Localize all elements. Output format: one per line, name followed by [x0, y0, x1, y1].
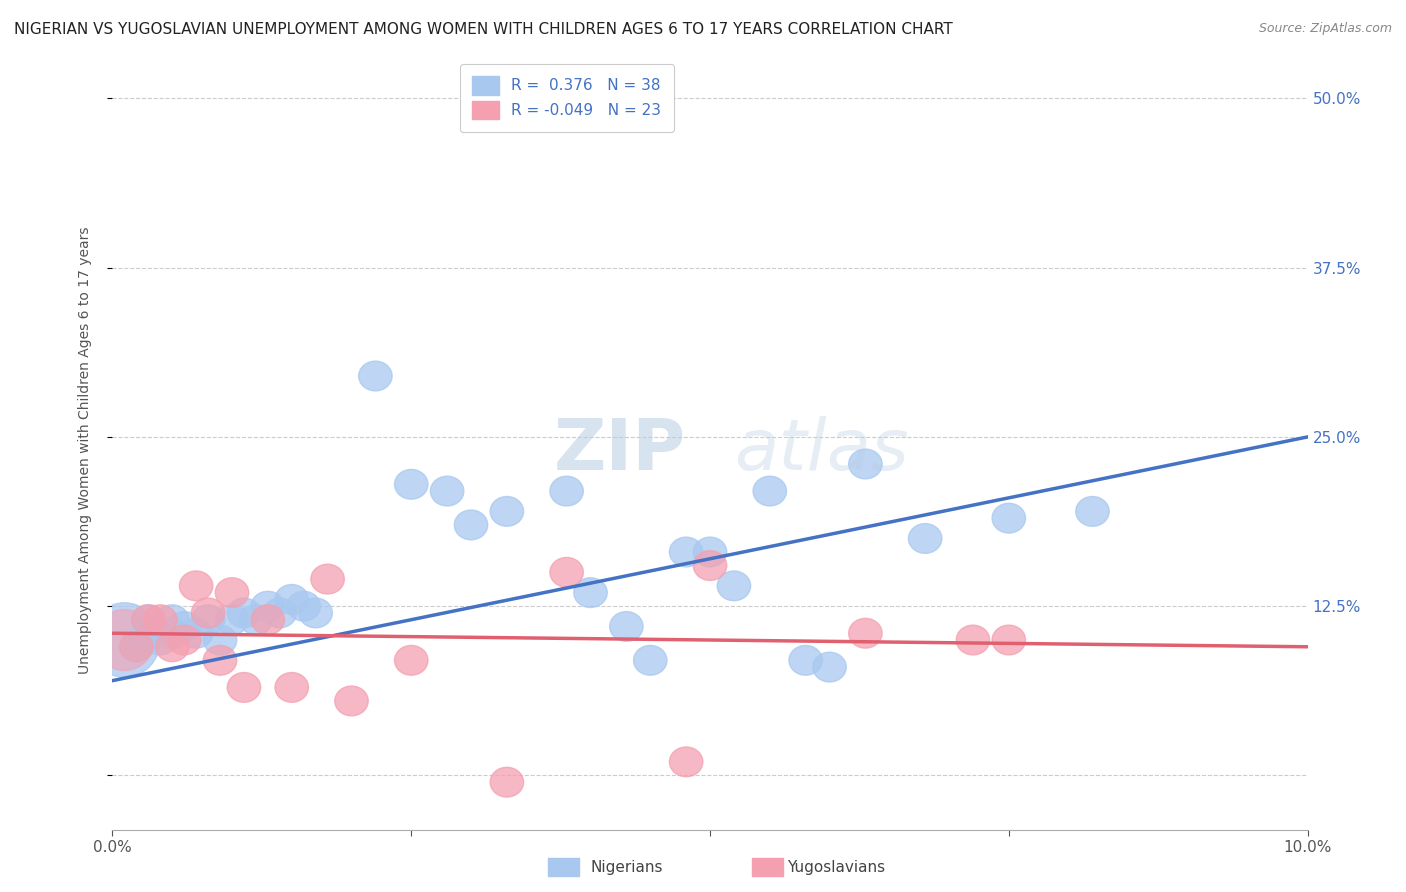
Ellipse shape: [395, 646, 427, 675]
Y-axis label: Unemployment Among Women with Children Ages 6 to 17 years: Unemployment Among Women with Children A…: [77, 227, 91, 674]
Ellipse shape: [789, 646, 823, 675]
Ellipse shape: [359, 361, 392, 391]
Ellipse shape: [693, 537, 727, 567]
Ellipse shape: [430, 476, 464, 506]
Ellipse shape: [228, 673, 260, 702]
Text: Source: ZipAtlas.com: Source: ZipAtlas.com: [1258, 22, 1392, 36]
Ellipse shape: [132, 605, 165, 634]
Ellipse shape: [239, 605, 273, 634]
Ellipse shape: [167, 612, 201, 641]
Ellipse shape: [204, 625, 236, 655]
Ellipse shape: [156, 632, 188, 662]
Ellipse shape: [191, 605, 225, 634]
Ellipse shape: [574, 578, 607, 607]
Ellipse shape: [180, 618, 212, 648]
Text: NIGERIAN VS YUGOSLAVIAN UNEMPLOYMENT AMONG WOMEN WITH CHILDREN AGES 6 TO 17 YEAR: NIGERIAN VS YUGOSLAVIAN UNEMPLOYMENT AMO…: [14, 22, 953, 37]
Ellipse shape: [717, 571, 751, 600]
Ellipse shape: [132, 618, 165, 648]
Text: ZIP: ZIP: [554, 416, 686, 485]
Ellipse shape: [956, 625, 990, 655]
Ellipse shape: [491, 767, 523, 797]
Ellipse shape: [263, 598, 297, 628]
Ellipse shape: [491, 497, 523, 526]
Ellipse shape: [276, 584, 308, 615]
Text: atlas: atlas: [734, 416, 908, 485]
Ellipse shape: [287, 591, 321, 621]
Ellipse shape: [550, 476, 583, 506]
Ellipse shape: [215, 605, 249, 634]
Ellipse shape: [89, 603, 160, 677]
Ellipse shape: [204, 646, 236, 675]
Ellipse shape: [191, 598, 225, 628]
Ellipse shape: [252, 605, 284, 634]
Text: Yugoslavians: Yugoslavians: [787, 860, 886, 874]
Ellipse shape: [299, 598, 332, 628]
Bar: [548, 858, 579, 876]
Ellipse shape: [120, 632, 153, 662]
Ellipse shape: [335, 686, 368, 715]
Ellipse shape: [180, 571, 212, 600]
Legend: R =  0.376   N = 38, R = -0.049   N = 23: R = 0.376 N = 38, R = -0.049 N = 23: [460, 64, 673, 132]
Ellipse shape: [156, 605, 188, 634]
Ellipse shape: [215, 578, 249, 607]
Ellipse shape: [610, 612, 643, 641]
Ellipse shape: [156, 618, 188, 648]
Ellipse shape: [395, 469, 427, 500]
Ellipse shape: [167, 625, 201, 655]
Bar: [752, 858, 783, 876]
Ellipse shape: [252, 591, 284, 621]
Ellipse shape: [143, 625, 177, 655]
Ellipse shape: [908, 524, 942, 553]
Ellipse shape: [1076, 497, 1109, 526]
Ellipse shape: [276, 673, 308, 702]
Ellipse shape: [693, 550, 727, 581]
Ellipse shape: [993, 625, 1025, 655]
Ellipse shape: [669, 537, 703, 567]
Ellipse shape: [754, 476, 786, 506]
Ellipse shape: [94, 609, 155, 671]
Ellipse shape: [143, 605, 177, 634]
Ellipse shape: [454, 510, 488, 540]
Ellipse shape: [228, 598, 260, 628]
Ellipse shape: [120, 632, 153, 662]
Ellipse shape: [813, 652, 846, 682]
Ellipse shape: [132, 605, 165, 634]
Ellipse shape: [849, 618, 882, 648]
Ellipse shape: [669, 747, 703, 777]
Ellipse shape: [634, 646, 666, 675]
Ellipse shape: [550, 558, 583, 587]
Ellipse shape: [849, 449, 882, 479]
Text: Nigerians: Nigerians: [591, 860, 664, 874]
Ellipse shape: [993, 503, 1025, 533]
Ellipse shape: [311, 565, 344, 594]
